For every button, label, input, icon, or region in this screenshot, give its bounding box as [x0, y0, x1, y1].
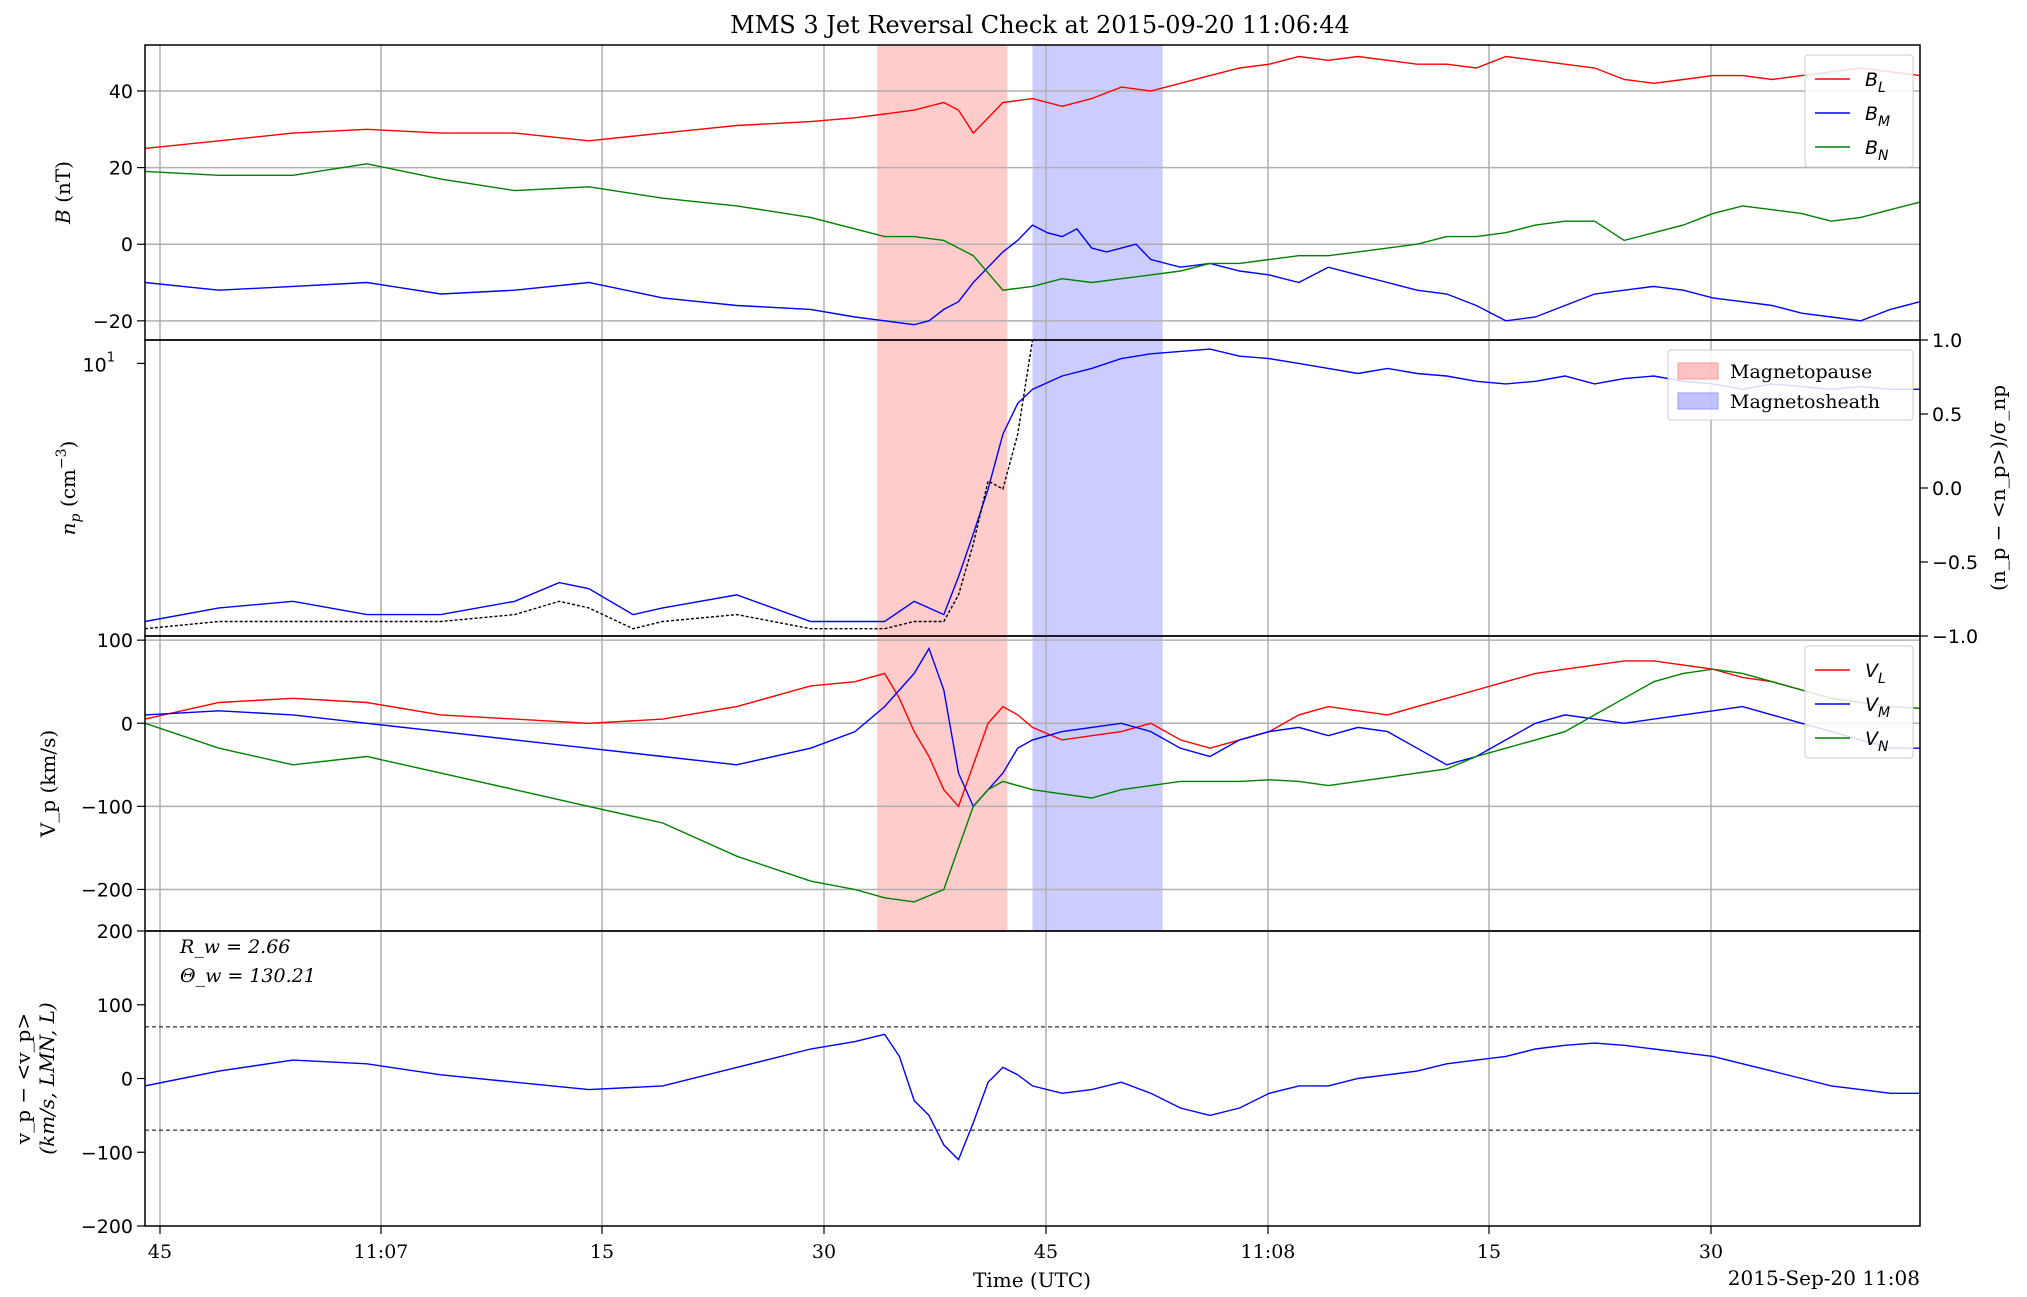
y-axis-label-units: (km/s, LMN, L): [35, 1002, 59, 1154]
x-tick-label: 11:08: [1241, 1241, 1296, 1263]
y-axis-label: B (nT): [51, 161, 75, 225]
y-tick-label: −100: [81, 1142, 133, 1164]
series-line-v-n: [145, 668, 1920, 903]
annotation-text: Θ_w = 130.21: [180, 965, 316, 987]
legend-label: BN: [1865, 137, 1889, 164]
axes-frame: [144, 930, 1921, 1227]
y-tick-label: 0: [121, 713, 133, 735]
panel-magnetic-field: 40 20 0 −20 B (nT) BL BM BN: [51, 44, 1921, 341]
y-tick-label: 100: [97, 995, 133, 1017]
legend-label: Magnetosheath: [1730, 391, 1880, 413]
series-line-b-n: [145, 163, 1920, 291]
y-tick-label: 20: [109, 158, 133, 180]
series-line-density-ref: [145, 340, 1034, 630]
x-axis-label: Time (UTC): [973, 1268, 1091, 1292]
legend-swatch: [1677, 362, 1719, 380]
panel-velocity: 100 0 −100 −200 V_p (km/s) VL VM VN: [36, 630, 1921, 932]
y-tick-label: 101: [83, 350, 115, 376]
x-tick-label: 30: [1699, 1241, 1723, 1263]
date-label: 2015-Sep-20 11:08: [1728, 1266, 1920, 1290]
y-tick-label: 200: [97, 921, 133, 943]
y-right-tick-label: 1.0: [1932, 330, 1962, 352]
y-axis-label: v_p − <v_p>: [11, 1013, 35, 1145]
x-tick-label: 11:07: [354, 1241, 409, 1263]
y-right-tick-label: −0.5: [1932, 552, 1978, 574]
legend-label: Magnetopause: [1730, 361, 1872, 383]
legend-box: [1804, 54, 1914, 168]
legend-label: BM: [1865, 103, 1890, 130]
y-tick-label: 0: [121, 1069, 133, 1091]
y-right-tick-label: 0.0: [1932, 478, 1962, 500]
y-tick-label: −20: [93, 311, 133, 333]
y-tick-label: −200: [81, 1216, 133, 1238]
legend-label: VM: [1865, 694, 1890, 721]
legend-box: [1667, 349, 1914, 421]
y-tick-label: 0: [121, 234, 133, 256]
region-magnetopause: [877, 45, 1008, 931]
series-line-v-m: [145, 646, 1920, 808]
chart-title: MMS 3 Jet Reversal Check at 2015-09-20 1…: [730, 11, 1350, 39]
x-tick-label: 45: [1034, 1241, 1058, 1263]
panel-velocity-difference: 200 100 0 −100 −200 v_p − <v_p> (km/s, LMN, L)…: [11, 921, 1921, 1238]
x-tick-label: 15: [1477, 1241, 1501, 1263]
y-axis-label: np (cm−3): [54, 441, 84, 536]
annotation-text: R_w = 2.66: [179, 936, 290, 958]
series-group: [145, 1033, 1920, 1161]
y-axis-label: V_p (km/s): [36, 730, 60, 838]
series-line-b-l: [145, 55, 1920, 150]
legend-swatch: [1677, 392, 1719, 410]
region-magnetosheath: [1032, 45, 1163, 931]
legend-label: VN: [1865, 728, 1889, 755]
legend-label: BL: [1865, 69, 1886, 96]
y-right-tick-label: −1.0: [1932, 626, 1978, 648]
x-tick-label: 15: [590, 1241, 614, 1263]
x-tick-label: 30: [812, 1241, 836, 1263]
y-tick-label: 40: [109, 81, 133, 103]
legend-label: VL: [1865, 660, 1886, 687]
series-line-b-m: [145, 224, 1920, 326]
y-tick-label: −200: [81, 879, 133, 901]
series-group: [145, 646, 1920, 903]
y-tick-label: 100: [97, 630, 133, 652]
series-line-v-l: [145, 660, 1920, 808]
x-tick-label: 45: [148, 1241, 172, 1263]
y-tick-label: −100: [81, 796, 133, 818]
y-right-axis-label: (n_p − <n_p>)/σ_np: [1986, 385, 2010, 591]
series-group: [145, 55, 1920, 326]
series-line-dv: [145, 1033, 1920, 1161]
legend-box: [1804, 645, 1914, 759]
y-right-tick-label: 0.5: [1932, 404, 1962, 426]
panel-density: 101 1.0 0.5 0.0 −0.5 −1.0 np (cm−3) (n_p − <n_p…: [54, 330, 2010, 648]
